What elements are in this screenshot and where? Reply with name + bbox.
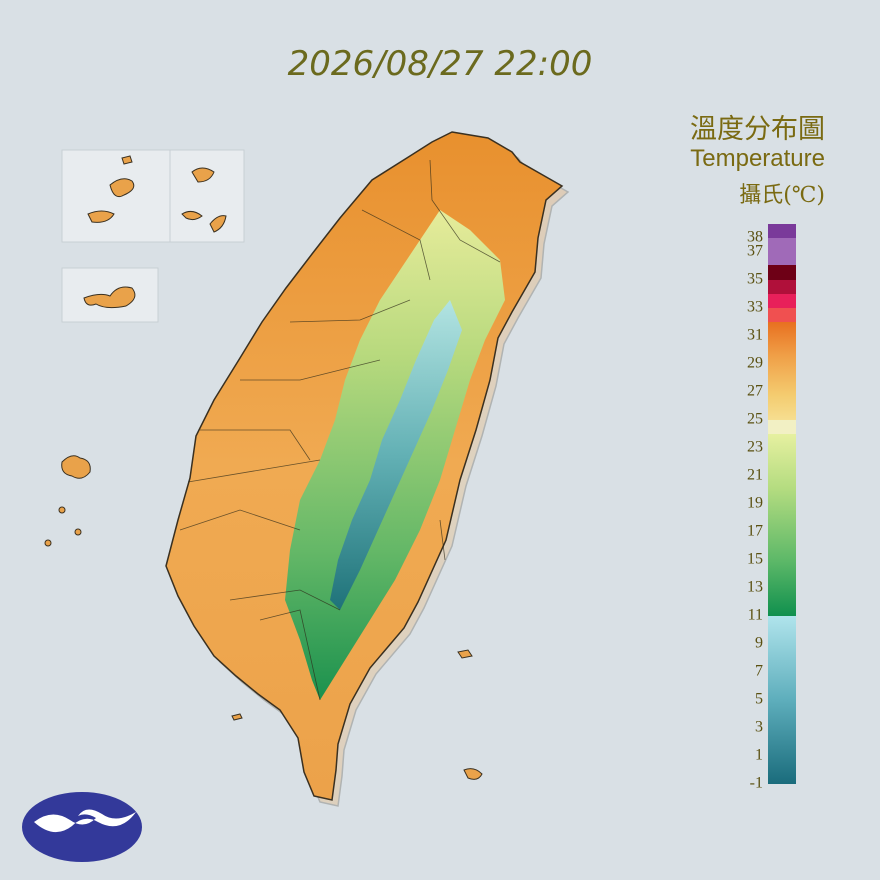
legend-unit: 攝氏(℃) [739, 183, 825, 208]
legend-tick-label: 29 [747, 355, 763, 372]
legend-tick-label: 19 [747, 495, 763, 512]
legend-tick-label: 13 [747, 579, 763, 596]
legend-tick-label: 11 [748, 607, 763, 624]
legend-tick-label: 7 [755, 663, 763, 680]
legend-tick-label: 37 [747, 243, 763, 260]
timestamp: 2026/08/27 22:00 [288, 44, 593, 84]
island-insets [61, 149, 245, 323]
legend-tick-label: 38 [747, 229, 763, 246]
legend-tick-label: 31 [747, 327, 763, 344]
taiwan [165, 131, 570, 807]
legend-tick-label: 25 [747, 411, 763, 428]
color-scale [768, 224, 796, 784]
legend-title: 溫度分布圖 [690, 114, 825, 145]
small-islands [44, 455, 483, 780]
legend-tick-label: 33 [747, 299, 763, 316]
legend-tick-label: -1 [750, 775, 763, 792]
legend-tick-label: 27 [747, 383, 763, 400]
legend-tick-label: 21 [747, 467, 763, 484]
logo [22, 792, 142, 862]
legend-tick-label: 15 [747, 551, 763, 568]
legend-tick-label: 5 [755, 691, 763, 708]
legend-subtitle: Temperature [690, 145, 825, 172]
legend-tick-label: 17 [747, 523, 763, 540]
legend-tick-label: 1 [755, 747, 763, 764]
legend-tick-label: 23 [747, 439, 763, 456]
legend-tick-label: 3 [755, 719, 763, 736]
legend-tick-label: 9 [755, 635, 763, 652]
legend-tick-label: 35 [747, 271, 763, 288]
